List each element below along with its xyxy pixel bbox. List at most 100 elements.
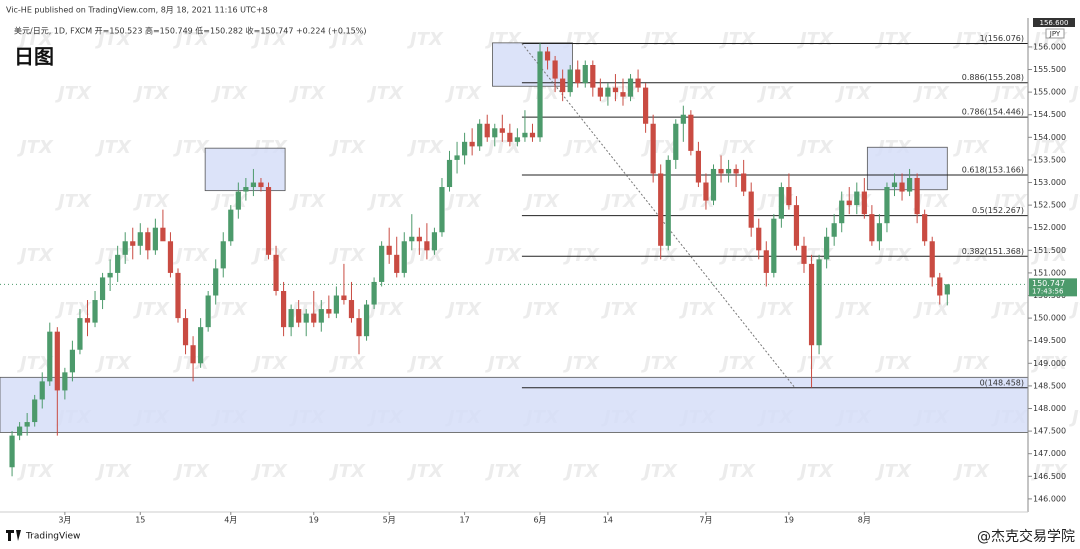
candle-body: [431, 232, 438, 251]
candle-body: [137, 232, 143, 246]
candle-body: [122, 241, 128, 255]
watermark-tile: JTX: [641, 353, 678, 374]
watermark-tile: JTX: [485, 137, 522, 158]
candle-body: [24, 422, 30, 427]
watermark-tile: JTX: [367, 191, 404, 212]
candle-body: [439, 187, 445, 233]
watermark-tile: JTX: [1069, 83, 1080, 104]
candle-body: [680, 114, 686, 124]
watermark-tile: JTX: [1031, 461, 1068, 482]
watermark-tile: JTX: [251, 461, 288, 482]
y-tick-label: 151.000: [1033, 268, 1066, 277]
candle-body: [529, 132, 536, 138]
top-price-box: [1033, 18, 1075, 27]
candle-body: [288, 309, 294, 328]
y-tick-label: 156.000: [1033, 42, 1066, 51]
watermark-tile: JTX: [17, 461, 54, 482]
watermark-tile: JTX: [563, 137, 600, 158]
watermark-tile: JTX: [485, 245, 522, 266]
watermark-tile: JTX: [173, 461, 210, 482]
candle-body: [891, 182, 898, 188]
candle-body: [446, 159, 453, 188]
x-tick-label: 5月: [383, 516, 396, 525]
watermark-tile: JTX: [445, 299, 482, 320]
top-price: 156.600: [1040, 19, 1069, 27]
watermark-tile: JTX: [329, 137, 366, 158]
candle-body: [605, 87, 611, 97]
candle-body: [673, 123, 679, 160]
watermark-tile: JTX: [1069, 407, 1080, 428]
watermark-tile: JTX: [601, 191, 638, 212]
timeframe-label: 日图: [14, 45, 54, 69]
x-tick-label: 17: [460, 516, 470, 525]
candle-body: [544, 51, 551, 61]
watermark-tile: JTX: [875, 245, 912, 266]
candle-body: [793, 205, 800, 246]
watermark-tile: JTX: [875, 353, 912, 374]
candle-body: [816, 259, 822, 346]
watermark-tile: JTX: [1069, 191, 1080, 212]
watermark-tile: JTX: [251, 29, 288, 50]
watermark-tile: JTX: [563, 245, 600, 266]
candle-body: [258, 182, 264, 188]
fib-label: 0(148.458): [980, 378, 1024, 387]
candle-body: [944, 284, 950, 295]
candle-body: [333, 295, 339, 314]
x-tick-label: 8月: [858, 516, 871, 525]
watermark-tile: JTX: [133, 83, 170, 104]
candle-body: [213, 268, 219, 296]
candle-body: [424, 241, 430, 251]
watermark-tile: JTX: [329, 461, 366, 482]
candle-body: [32, 399, 38, 423]
watermark-tile: JTX: [1031, 137, 1068, 158]
watermark-tile: JTX: [95, 137, 132, 158]
watermark-tile: JTX: [329, 353, 366, 374]
watermark-tile: JTX: [797, 137, 834, 158]
trendline: [521, 43, 796, 389]
watermark: @杰克交易学院: [977, 528, 1075, 545]
candle-body: [522, 132, 528, 138]
watermark-tile: JTX: [913, 191, 950, 212]
candle-body: [718, 168, 724, 174]
candle-body: [363, 304, 370, 337]
last-price-box: [1029, 278, 1077, 297]
watermark-tile: JTX: [407, 461, 444, 482]
publisher: Vic-HE published on TradingView.com, 8月 …: [6, 6, 268, 15]
watermark-tile: JTX: [173, 245, 210, 266]
watermark-tile: JTX: [835, 83, 872, 104]
fib-label: 0.786(154.446): [962, 108, 1024, 117]
watermark-tile: JTX: [407, 137, 444, 158]
candle-body: [876, 223, 883, 242]
watermark-tile: JTX: [251, 245, 288, 266]
candle-body: [265, 187, 272, 255]
candle-body: [160, 227, 166, 242]
x-tick-label: 4月: [224, 516, 237, 525]
candle-body: [54, 331, 60, 391]
watermark-tile: JTX: [875, 29, 912, 50]
watermark-tile: JTX: [991, 83, 1028, 104]
candle-body: [620, 92, 626, 97]
watermark-tile: JTX: [641, 245, 678, 266]
candle-body: [756, 227, 762, 251]
fib-label: 0.5(152.267): [972, 206, 1024, 215]
watermark-tile: JTX: [17, 353, 54, 374]
y-tick-label: 153.500: [1033, 155, 1066, 164]
candle-body: [665, 159, 671, 246]
last-price-label: 150.747: [1032, 279, 1065, 288]
candle-body: [627, 78, 634, 97]
candle-body: [152, 227, 158, 251]
watermark-tile: JTX: [211, 191, 248, 212]
y-tick-label: 146.500: [1033, 472, 1066, 481]
candle-body: [906, 177, 913, 192]
x-tick-label: 7月: [699, 516, 712, 525]
watermark-tile: JTX: [95, 353, 132, 374]
candle-body: [348, 300, 355, 319]
candle-body: [115, 254, 121, 273]
candle-body: [514, 137, 520, 142]
watermark-tile: JTX: [95, 461, 132, 482]
candle-body: [612, 87, 619, 93]
candle-body: [401, 241, 407, 273]
x-tick-label: 15: [135, 516, 145, 525]
watermark-tile: JTX: [1069, 299, 1080, 320]
candle-body: [243, 187, 249, 192]
